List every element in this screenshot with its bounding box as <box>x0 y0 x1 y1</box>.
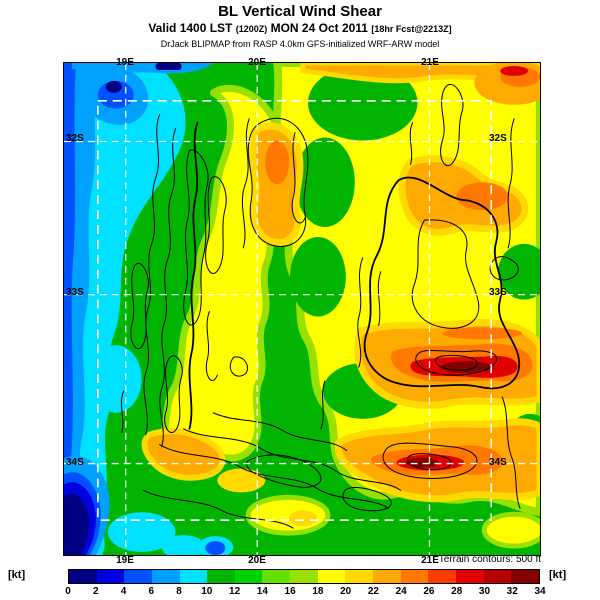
colorbar-tick-label: 28 <box>451 586 463 597</box>
colorbar-cell <box>373 570 401 583</box>
lat-label-left-0: 32S <box>66 133 84 144</box>
colorbar-tick-label: 30 <box>478 586 491 597</box>
colorbar-cells <box>68 569 540 584</box>
lon-label-bottom-2: 21E <box>421 555 439 566</box>
colorbar-cell <box>400 570 429 583</box>
colorbar-tick-label: 24 <box>395 586 407 597</box>
lon-label-top-0: 19E <box>116 57 134 68</box>
domain-boundary <box>97 99 493 522</box>
windshear-field-graphic <box>64 63 540 555</box>
colorbar-unit-right: [kt] <box>549 569 567 581</box>
lon-label-bottom-1: 20E <box>248 555 266 566</box>
valid-date: MON 24 Oct 2011 <box>270 21 368 35</box>
valid-line: Valid 1400 LST (1200Z) MON 24 Oct 2011 [… <box>0 21 600 35</box>
lat-label-right-0: 32S <box>489 133 507 144</box>
colorbar-cell <box>96 570 125 583</box>
colorbar-cell <box>317 570 346 583</box>
colorbar-tick-label: 26 <box>423 586 435 597</box>
colorbar-cell <box>345 570 374 583</box>
valid-fcst: [18hr Fcst@2213Z] <box>371 24 452 34</box>
colorbar-tick-label: 32 <box>506 586 518 597</box>
colorbar-tick-label: 4 <box>120 586 127 597</box>
terrain-contours-note: Terrain contours: 500 ft <box>438 554 541 565</box>
colorbar-cell <box>455 570 484 583</box>
terrain-contours <box>120 83 521 529</box>
valid-time: Valid 1400 LST <box>148 21 233 35</box>
graticule <box>64 63 540 555</box>
colorbar-tick-label: 14 <box>256 586 268 597</box>
chart-title: BL Vertical Wind Shear <box>218 3 382 20</box>
colorbar-unit-left: [kt] <box>8 569 26 581</box>
colorbar-tick-label: 34 <box>534 586 546 597</box>
colorbar-tick-label: 20 <box>340 586 352 597</box>
colorbar-tick-label: 10 <box>201 586 213 597</box>
colorbar-cell <box>207 570 235 583</box>
lat-label-left-1: 33S <box>66 287 84 298</box>
field-fill <box>64 63 540 555</box>
colorbar-tick-label: 8 <box>176 586 182 597</box>
lat-label-right-1: 33S <box>489 287 507 298</box>
lon-label-top-2: 21E <box>421 57 439 68</box>
colorbar-tick-label: 2 <box>92 586 99 597</box>
forecast-map <box>63 62 541 556</box>
model-line: DrJack BLIPMAP from RASP 4.0km GFS-initi… <box>160 39 440 49</box>
valid-zulu: (1200Z) <box>235 24 268 34</box>
colorbar-cell <box>262 570 291 583</box>
colorbar-tick-label: 18 <box>312 586 324 597</box>
colorbar-cell <box>428 570 456 583</box>
colorbar-cell <box>483 570 512 583</box>
colorbar-tick-label: 6 <box>148 586 155 597</box>
lon-label-bottom-0: 19E <box>116 555 134 566</box>
lat-label-right-2: 34S <box>489 457 507 468</box>
colorbar-cell <box>69 570 97 583</box>
colorbar-cell <box>124 570 152 583</box>
lon-label-top-1: 20E <box>248 57 266 68</box>
colorbar-tick-label: 12 <box>229 586 241 597</box>
colorbar-ticks: 0 2 4 6 8 10 12 14 16 18 20 22 24 26 28 30 32 34 <box>65 586 545 599</box>
colorbar-tick-label: 0 <box>65 586 71 597</box>
colorbar-tick-label: 16 <box>284 586 296 597</box>
colorbar-cell <box>290 570 318 583</box>
colorbar-tick-label: 22 <box>367 586 379 597</box>
colorbar-cell <box>179 570 208 583</box>
colorbar-cell <box>234 570 263 583</box>
lat-label-left-2: 34S <box>66 457 84 468</box>
colorbar-cell <box>511 570 539 583</box>
colorbar-cell <box>151 570 180 583</box>
